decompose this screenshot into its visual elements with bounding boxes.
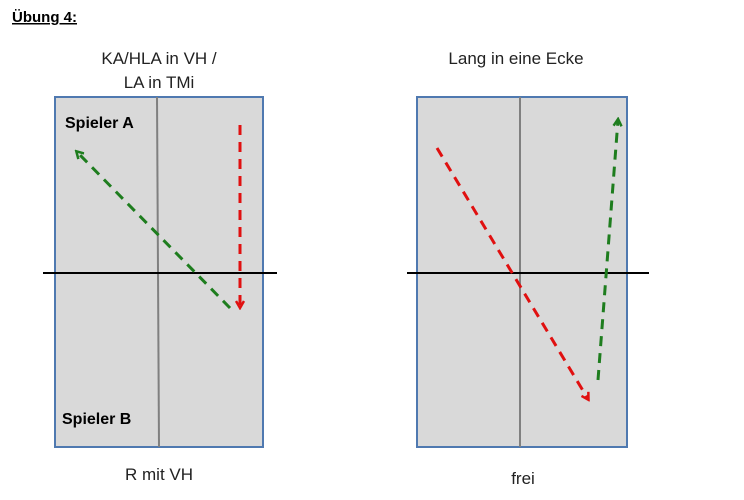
panel-caption: R mit VH xyxy=(125,465,193,484)
header-title: Übung 4: xyxy=(12,9,77,26)
panel-caption: frei xyxy=(511,469,535,488)
arrow xyxy=(596,120,618,381)
player-label: Spieler A xyxy=(65,115,134,132)
panel-title: LA in TMi xyxy=(124,73,195,92)
arrow xyxy=(435,147,588,399)
panel-title: Lang in eine Ecke xyxy=(448,49,583,68)
arrow xyxy=(77,152,232,310)
panel-title: KA/HLA in VH / xyxy=(101,49,217,68)
player-label: Spieler B xyxy=(62,411,131,428)
